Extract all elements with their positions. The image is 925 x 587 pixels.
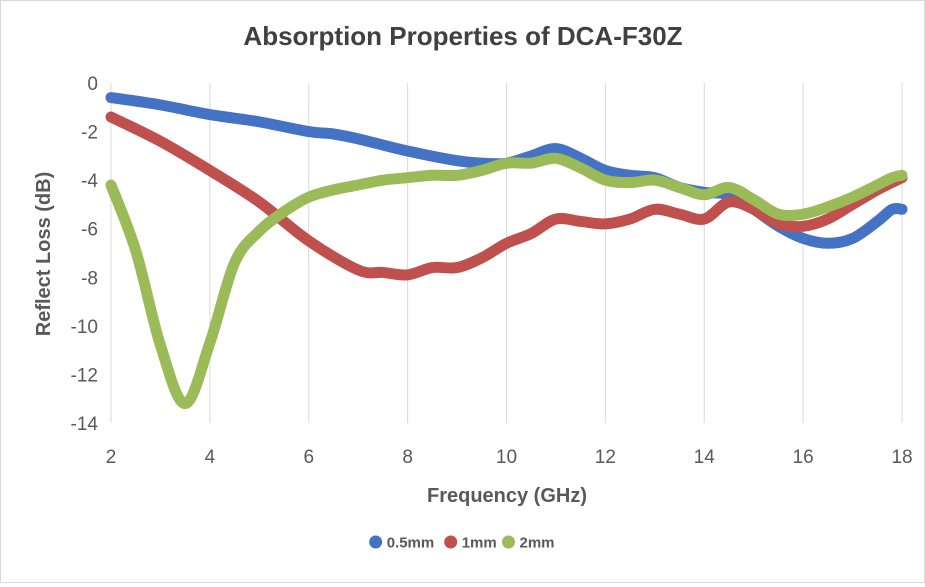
y-tick-label: -10 — [71, 317, 98, 338]
series-line-2mm — [105, 152, 908, 410]
y-tick-label: -12 — [71, 365, 98, 386]
x-tick-label: 2 — [106, 447, 117, 468]
legend-marker-1mm — [444, 535, 458, 549]
y-tick-label: -8 — [81, 268, 98, 289]
legend-label-0.5mm: 0.5mm — [387, 535, 435, 552]
legend-label-2mm: 2mm — [520, 535, 555, 552]
x-tick-label: 14 — [694, 447, 716, 468]
legend-label-1mm: 1mm — [462, 535, 497, 552]
legend: 0.5mm 1mm 2mm — [369, 535, 555, 552]
series-line-0.5mm — [105, 92, 908, 249]
series-lines — [105, 92, 908, 410]
x-tick-label: 4 — [205, 447, 216, 468]
x-tick-label: 16 — [793, 447, 814, 468]
legend-marker-2mm — [502, 535, 515, 549]
series-line-1mm — [105, 111, 908, 281]
y-tick-label: -2 — [81, 123, 98, 144]
x-tick-label: 8 — [402, 447, 413, 468]
x-axis-title: Frequency (GHz) — [427, 485, 587, 507]
y-axis-ticks: 0 -2 -4 -6 -8 -10 -12 -14 — [71, 74, 99, 435]
x-tick-label: 6 — [303, 447, 314, 468]
legend-marker-0.5mm — [369, 535, 383, 549]
y-tick-label: -14 — [71, 414, 99, 435]
y-axis-title: Reflect Loss (dB) — [33, 172, 55, 336]
x-tick-label: 18 — [891, 447, 912, 468]
x-tick-label: 12 — [595, 447, 616, 468]
grid-lines — [110, 83, 903, 423]
y-tick-label: 0 — [87, 74, 98, 95]
y-tick-label: -4 — [81, 171, 98, 192]
y-tick-label: -6 — [81, 220, 98, 241]
chart-title: Absorption Properties of DCA-F30Z — [243, 21, 682, 51]
x-tick-label: 10 — [496, 447, 517, 468]
x-axis-ticks: 2 4 6 8 10 12 14 16 18 — [106, 447, 913, 468]
